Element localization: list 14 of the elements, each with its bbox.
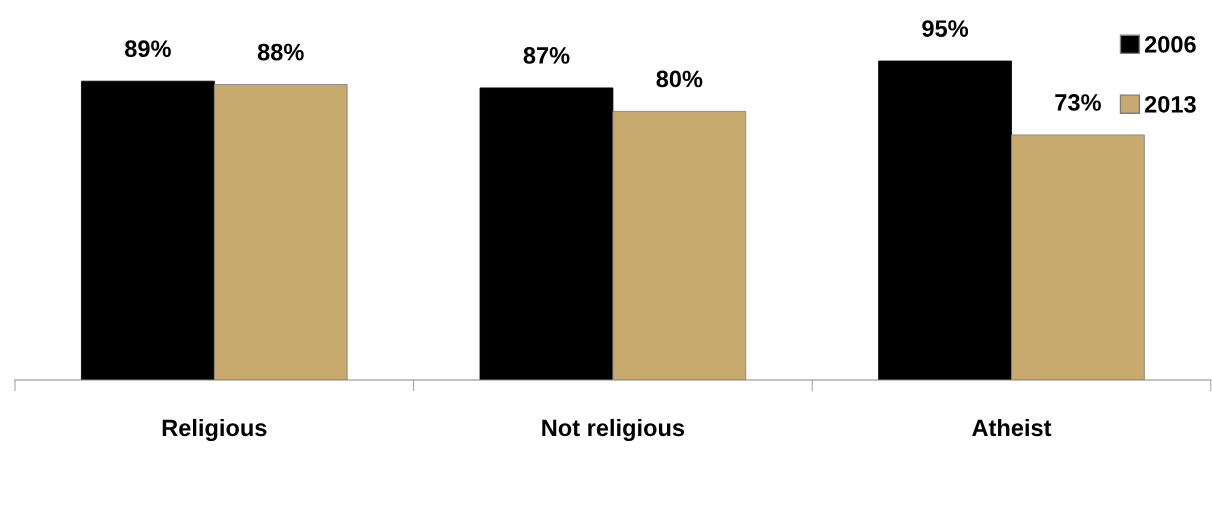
data-label: 89% <box>124 40 171 58</box>
legend-label: 2013 <box>1144 95 1196 113</box>
data-label: 73% <box>1055 94 1101 111</box>
bar <box>81 80 215 380</box>
bar <box>878 60 1012 380</box>
data-label: 95% <box>922 20 969 37</box>
data-label: 87% <box>523 47 570 64</box>
data-label: 80% <box>656 70 703 88</box>
data-label: 88% <box>257 43 304 61</box>
x-tick-label: Not religious <box>542 418 685 441</box>
x-tick-label: Atheist <box>972 418 1052 437</box>
x-tick-label: Religious <box>162 418 267 441</box>
bar <box>479 87 614 380</box>
legend-label: 2006 <box>1144 36 1196 53</box>
